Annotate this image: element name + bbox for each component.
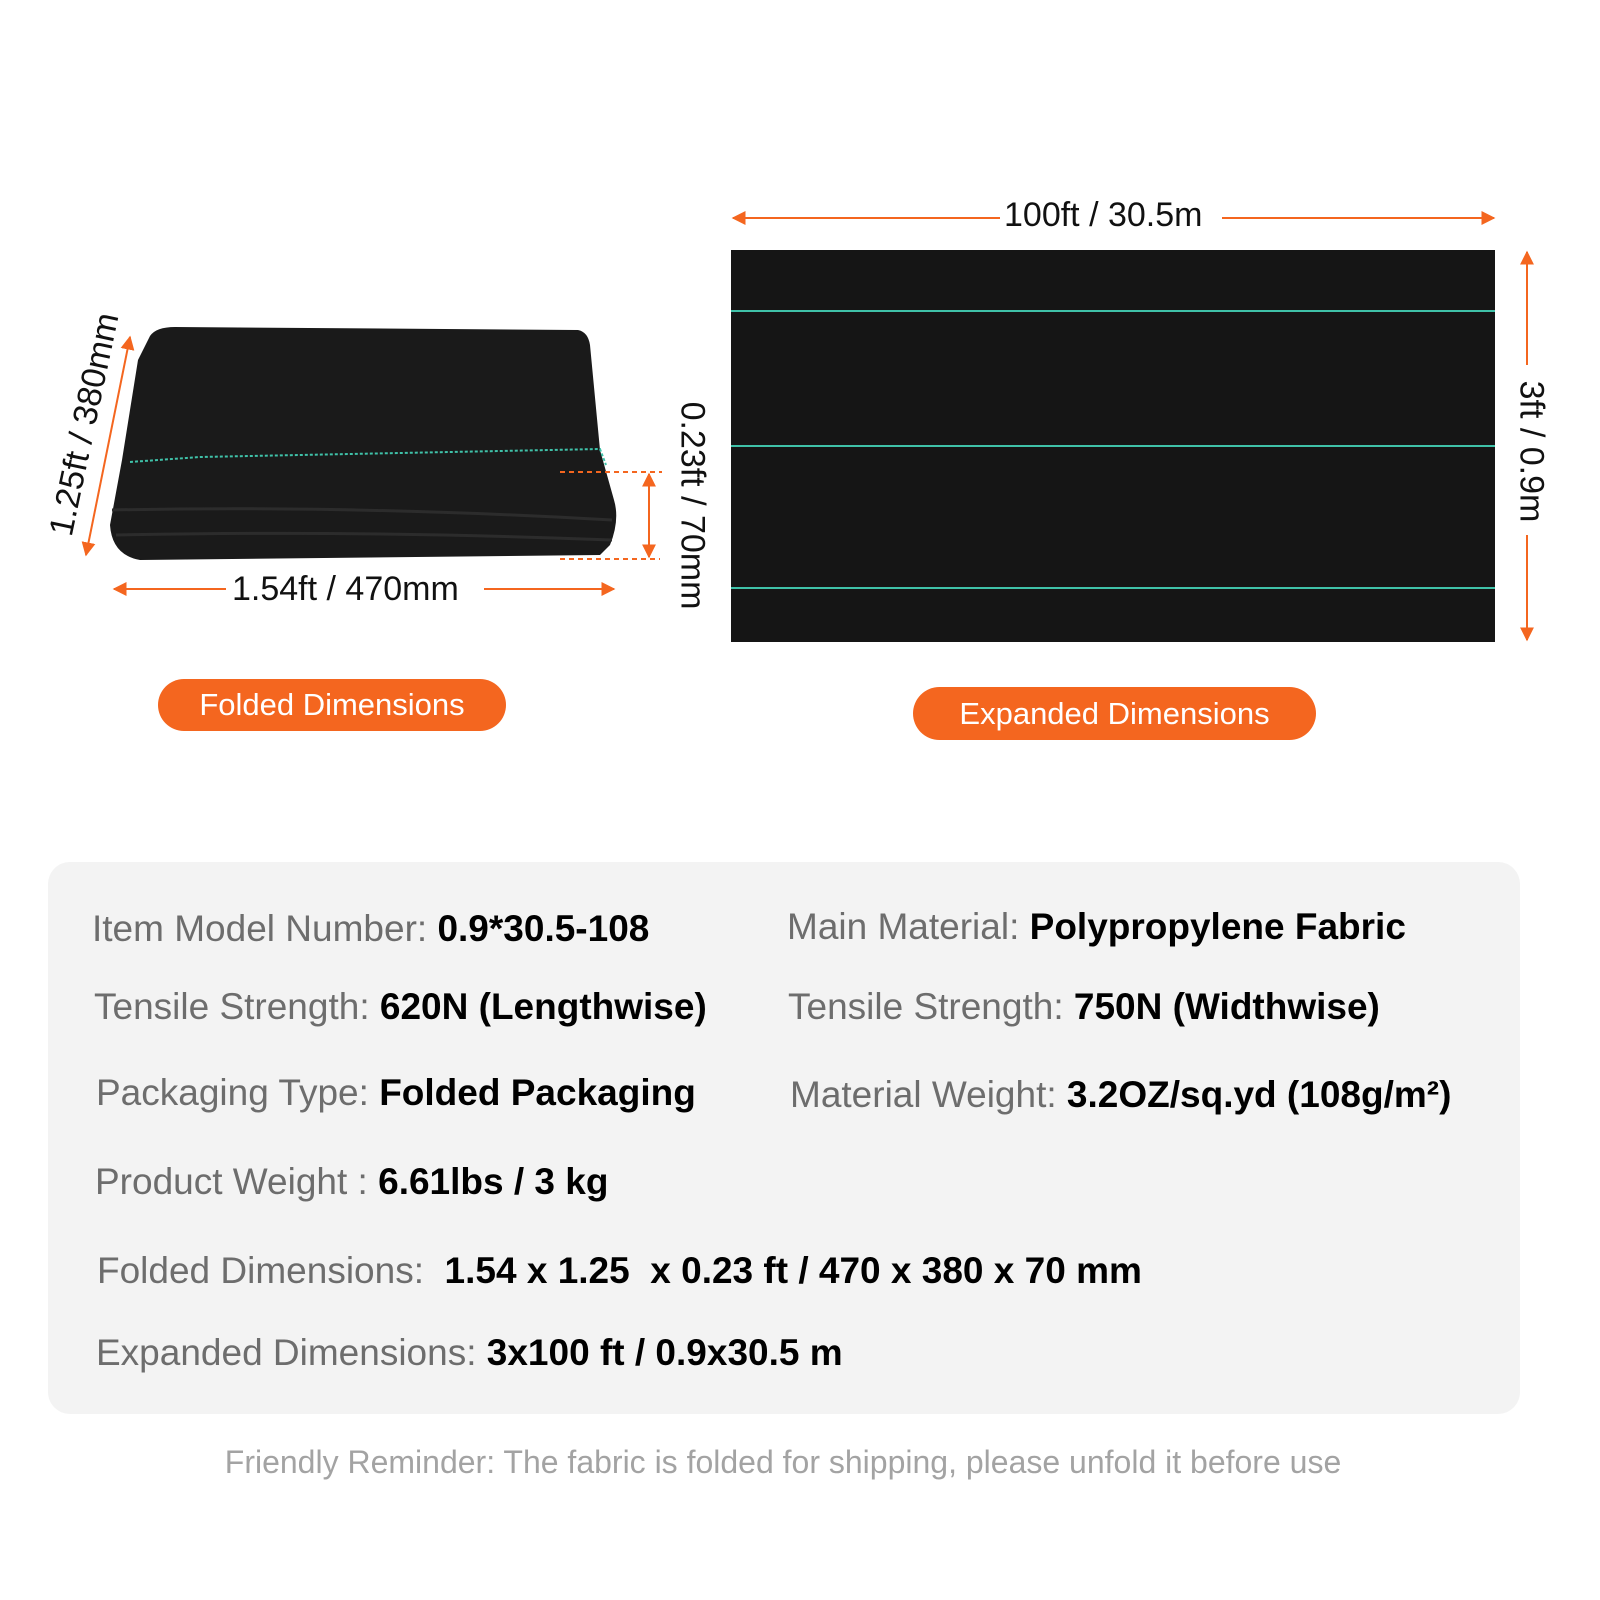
spec-tensile-lengthwise: Tensile Strength: 620N (Lengthwise)	[94, 986, 707, 1027]
folded-width-label: 1.54ft / 470mm	[232, 570, 459, 608]
folded-dimensions-badge: Folded Dimensions	[158, 679, 506, 731]
expanded-dimensions-badge: Expanded Dimensions	[913, 687, 1316, 740]
spec-tensile-widthwise: Tensile Strength: 750N (Widthwise)	[788, 986, 1380, 1027]
expanded-length-label: 100ft / 30.5m	[1004, 196, 1203, 234]
folded-fabric-image	[81, 211, 1534, 642]
spec-folded-dimensions: Folded Dimensions: 1.54 x 1.25 x 0.23 ft…	[97, 1250, 1142, 1291]
folded-thickness-label: 0.23ft / 70mm	[673, 401, 712, 610]
spec-main-material: Main Material: Polypropylene Fabric	[787, 906, 1406, 947]
spec-product-weight: Product Weight : 6.61lbs / 3 kg	[95, 1161, 609, 1202]
spec-packaging-type: Packaging Type: Folded Packaging	[96, 1072, 696, 1113]
specifications-panel	[48, 862, 1520, 1414]
spec-model-number: Item Model Number: 0.9*30.5-108	[92, 908, 650, 949]
friendly-reminder: Friendly Reminder: The fabric is folded …	[224, 1444, 1342, 1480]
spec-material-weight: Material Weight: 3.2OZ/sq.yd (108g/m²)	[790, 1074, 1452, 1115]
expanded-width-label: 3ft / 0.9m	[1512, 380, 1551, 523]
spec-expanded-dimensions: Expanded Dimensions: 3x100 ft / 0.9x30.5…	[96, 1332, 843, 1373]
